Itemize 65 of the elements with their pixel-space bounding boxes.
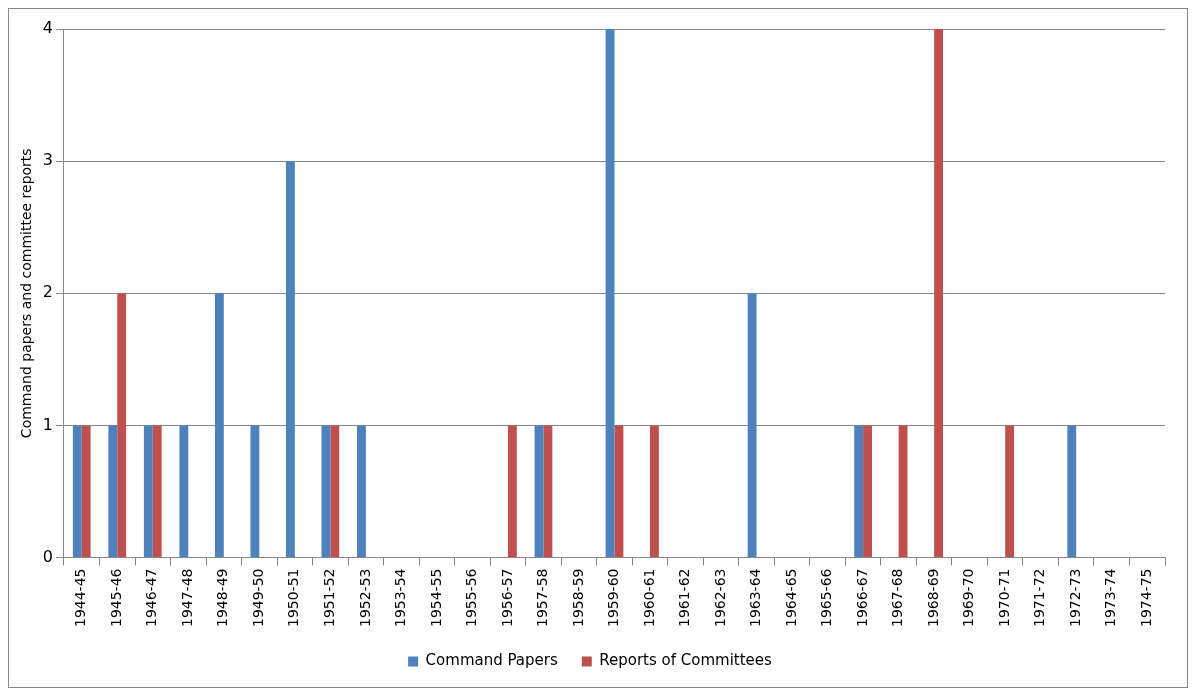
- bar: [863, 425, 872, 558]
- x-tick-label: 1953-54: [392, 568, 409, 627]
- x-tick-label: 1968-69: [924, 568, 941, 627]
- x-tick-label: 1944-45: [72, 568, 89, 627]
- bar: [81, 425, 91, 558]
- bar: [898, 425, 908, 558]
- bar: [285, 161, 295, 558]
- bar: [854, 425, 864, 558]
- x-tick-label: 1974-75: [1137, 568, 1154, 627]
- x-tick-label: 1958-59: [569, 568, 586, 627]
- bar: [507, 425, 517, 558]
- y-tick-label: 0: [42, 546, 53, 566]
- y-tick-label: 1: [42, 414, 53, 434]
- x-tick-label: 1960-61: [640, 568, 657, 627]
- bar: [614, 425, 624, 558]
- x-tick-label: 1964-65: [782, 568, 799, 627]
- bar: [117, 293, 127, 558]
- bar: [356, 425, 366, 558]
- y-tick-label: 4: [42, 18, 53, 38]
- x-tick-label: 1946-47: [143, 568, 160, 627]
- bar: [179, 425, 189, 558]
- y-axis-title: Command papers and committee reports: [18, 148, 35, 439]
- bar: [321, 425, 331, 558]
- bar: [1005, 425, 1015, 558]
- bar: [72, 425, 82, 558]
- x-tick-label: 1954-55: [427, 568, 444, 627]
- x-tick-label: 1971-72: [1031, 568, 1048, 627]
- bar: [650, 425, 659, 558]
- x-tick-label: 1951-52: [321, 568, 337, 627]
- x-tick-label: 1955-56: [463, 568, 480, 627]
- x-tick-label: 1956-57: [498, 568, 515, 627]
- legend-label: Command Papers: [425, 651, 558, 670]
- bar: [1067, 425, 1077, 558]
- x-tick-label: 1961-62: [676, 568, 693, 627]
- x-tick-label: 1972-73: [1066, 568, 1083, 627]
- x-tick-label: 1957-58: [534, 568, 551, 627]
- x-tick-label: 1950-51: [285, 568, 302, 627]
- y-tick-label: 2: [42, 282, 53, 302]
- x-tick-label: 1966-67: [853, 568, 870, 627]
- bar: [747, 293, 757, 558]
- bar: [330, 425, 340, 558]
- x-tick-label: 1947-48: [178, 568, 195, 627]
- bar: [534, 425, 544, 558]
- bar: [605, 29, 615, 558]
- x-tick-label: 1963-64: [747, 568, 764, 627]
- bar: [143, 425, 153, 558]
- x-tick-label: 1949-50: [249, 568, 266, 627]
- x-tick-label: 1970-71: [995, 568, 1012, 627]
- bar: [250, 425, 260, 558]
- x-tick-label: 1965-66: [818, 568, 835, 627]
- bar: [152, 425, 162, 558]
- x-tick-label: 1952-53: [356, 568, 373, 627]
- x-tick-label: 1948-49: [214, 568, 231, 627]
- x-tick-label: 1967-68: [889, 568, 906, 627]
- legend-label: Reports of Committees: [599, 651, 773, 670]
- bar: [108, 425, 118, 558]
- x-tick-label: 1969-70: [960, 568, 977, 627]
- x-tick-label: 1959-60: [605, 568, 622, 627]
- y-tick-label: 3: [42, 150, 53, 170]
- x-tick-label: 1973-74: [1102, 568, 1119, 627]
- x-tick-label: 1945-46: [107, 568, 124, 627]
- x-tick-label: 1962-63: [711, 568, 728, 627]
- bar: [543, 425, 553, 558]
- bar: [934, 29, 944, 558]
- bar: [214, 293, 224, 558]
